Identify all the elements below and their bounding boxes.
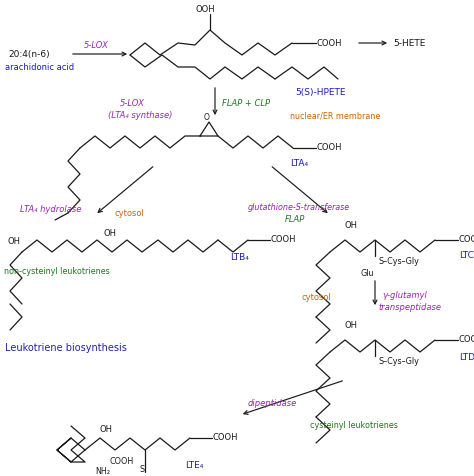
Text: 5-HETE: 5-HETE [393, 39, 425, 48]
Text: cysteinyl leukotrienes: cysteinyl leukotrienes [310, 420, 398, 429]
Text: 5(S)-HPETE: 5(S)-HPETE [295, 89, 346, 98]
Text: LTA₄: LTA₄ [290, 159, 308, 168]
Text: nuclear/ER membrane: nuclear/ER membrane [290, 111, 380, 120]
Text: γ-glutamyl: γ-glutamyl [382, 291, 427, 300]
Text: LTE₄: LTE₄ [185, 460, 203, 469]
Text: COOH: COOH [271, 236, 297, 245]
Text: Glu: Glu [361, 269, 374, 278]
Text: OOH: OOH [195, 6, 215, 14]
Text: COOH: COOH [213, 434, 238, 443]
Text: LTC₄: LTC₄ [459, 251, 474, 260]
Text: O: O [204, 112, 210, 121]
Text: arachidonic acid: arachidonic acid [5, 62, 74, 71]
Text: cytosol: cytosol [302, 294, 332, 303]
Text: S–Cys–Gly: S–Cys–Gly [379, 357, 420, 366]
Text: non-cysteinyl leukotrienes: non-cysteinyl leukotrienes [4, 268, 110, 277]
Text: NH₂: NH₂ [95, 467, 110, 476]
Text: OH: OH [8, 238, 21, 247]
Text: COOH: COOH [317, 143, 343, 152]
Text: OH: OH [345, 220, 358, 229]
Text: 20:4(n-6): 20:4(n-6) [8, 50, 50, 59]
Text: LTB₄: LTB₄ [230, 252, 249, 261]
Text: cytosol: cytosol [115, 208, 145, 218]
Text: (LTA₄ synthase): (LTA₄ synthase) [108, 110, 173, 119]
Text: glutathione-S-transferase: glutathione-S-transferase [248, 202, 350, 211]
Text: 5-LOX: 5-LOX [84, 41, 109, 50]
Text: COOH: COOH [317, 39, 343, 48]
Text: COOH: COOH [459, 336, 474, 345]
Text: OH: OH [345, 320, 358, 329]
Text: OH: OH [104, 228, 117, 238]
Text: COOH: COOH [110, 457, 134, 466]
Text: S–Cys–Gly: S–Cys–Gly [379, 257, 420, 266]
Text: 5-LOX: 5-LOX [120, 99, 145, 109]
Text: OH: OH [100, 426, 113, 435]
Text: LTD₄: LTD₄ [459, 354, 474, 363]
Text: FLAP: FLAP [285, 215, 305, 224]
Text: S: S [140, 466, 145, 475]
Text: Leukotriene biosynthesis: Leukotriene biosynthesis [5, 343, 127, 353]
Text: dipeptidase: dipeptidase [248, 398, 297, 407]
Text: COOH: COOH [459, 236, 474, 245]
Text: FLAP + CLP: FLAP + CLP [222, 99, 270, 109]
Text: transpeptidase: transpeptidase [378, 304, 441, 313]
Text: LTA₄ hydrolase: LTA₄ hydrolase [20, 206, 82, 215]
